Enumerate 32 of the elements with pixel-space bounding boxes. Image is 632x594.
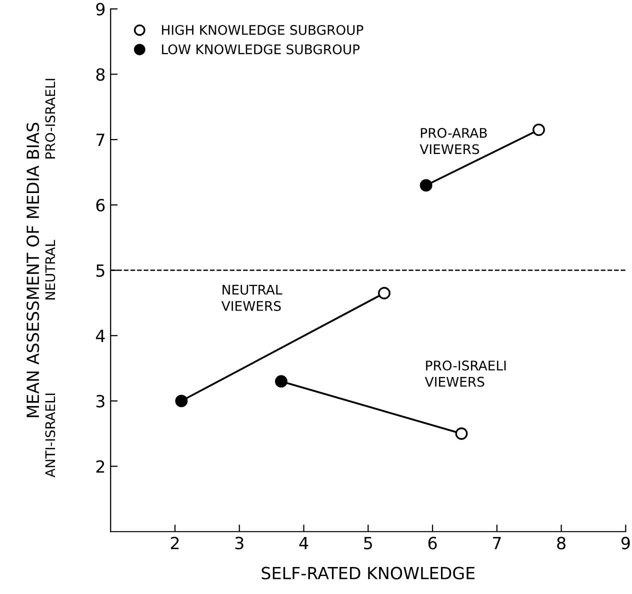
x-tick-label: 4 bbox=[299, 537, 308, 550]
point bbox=[175, 394, 188, 408]
x-axis-title: SELF-RATED KNOWLEDGE bbox=[262, 566, 475, 580]
x-tick-label: 8 bbox=[557, 536, 566, 550]
y-tick-label: 2 bbox=[96, 460, 104, 473]
annotation: PRO-ARAB VIEWERS bbox=[420, 128, 487, 154]
y-axis-title: MEAN ASSESSMENT OF MEDIA BIAS bbox=[26, 122, 40, 418]
x-tick-label: 6 bbox=[428, 536, 437, 550]
x-tick-label: 5 bbox=[364, 537, 372, 550]
legend-label: LOW KNOWLEDGE SUBGROUP bbox=[162, 44, 360, 54]
y-tick-label: 5 bbox=[96, 264, 104, 277]
y-tick-label: 8 bbox=[96, 68, 105, 81]
y-tick-label: 9 bbox=[96, 2, 105, 16]
point bbox=[420, 179, 432, 192]
point bbox=[378, 286, 390, 300]
y-tick-label: 6 bbox=[96, 198, 105, 212]
point bbox=[275, 375, 288, 388]
annotation: NEUTRAL VIEWERS bbox=[221, 284, 282, 311]
text: PRO-ISRAELI bbox=[45, 78, 56, 158]
point bbox=[532, 124, 545, 136]
y-tick-label: 4 bbox=[96, 330, 105, 342]
y-tick-label: 7 bbox=[96, 134, 104, 146]
x-tick-label: 3 bbox=[235, 536, 244, 550]
x-tick-label: 7 bbox=[492, 537, 501, 550]
point bbox=[455, 427, 468, 440]
x-tick-label: 9 bbox=[621, 536, 630, 550]
text: ANTI-ISRAELI bbox=[45, 394, 56, 478]
legend-label: HIGH KNOWLEDGE SUBGROUP bbox=[162, 24, 364, 35]
text: NEUTRAL bbox=[45, 240, 56, 300]
annotation: PRO-ISRAELI VIEWERS bbox=[424, 360, 506, 387]
y-tick-label: 3 bbox=[96, 394, 104, 408]
x-tick-label: 2 bbox=[170, 536, 179, 550]
